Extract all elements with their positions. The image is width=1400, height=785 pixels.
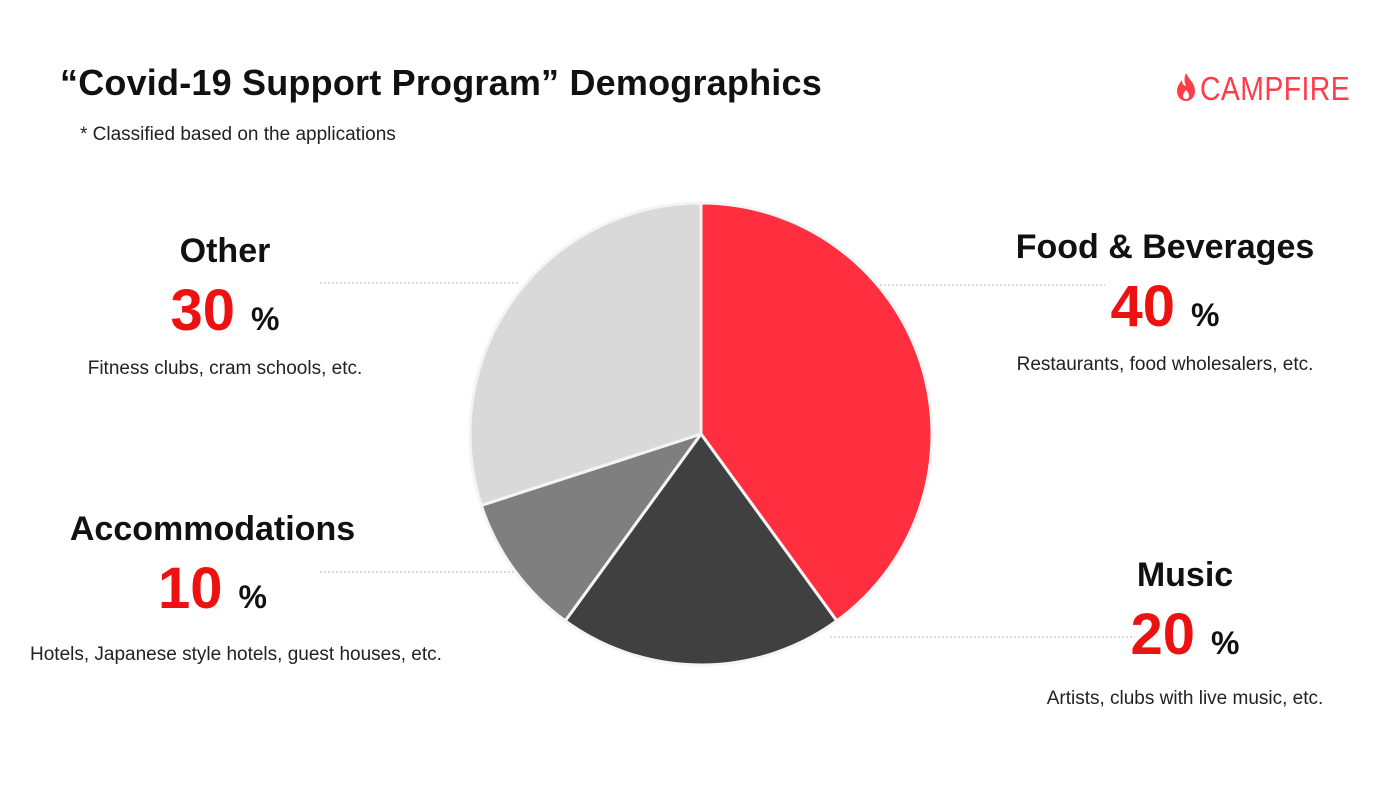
percent-value: 10%	[30, 555, 395, 622]
category-name: Accommodations	[69, 510, 356, 548]
percent-value: 20%	[1000, 601, 1370, 668]
category-description: Artists, clubs with live music, etc.	[1046, 688, 1324, 709]
percent-number: 40	[1110, 274, 1176, 339]
percent-value: 30%	[50, 277, 400, 344]
pie-slice-food-beverages	[699, 201, 934, 623]
pie-slice-accommodations	[479, 432, 703, 623]
label-music: Music 20% Artists, clubs with live music…	[1000, 556, 1370, 710]
page-title: “Covid-19 Support Program” Demographics	[60, 62, 822, 103]
pie-slices	[468, 201, 934, 667]
pie-slice-other	[468, 201, 703, 507]
label-other: Other 30% Fitness clubs, cram schools, e…	[50, 232, 400, 380]
percent-symbol: %	[251, 301, 280, 337]
category-description: Hotels, Japanese style hotels, guest hou…	[30, 644, 442, 665]
percent-number: 10	[158, 556, 223, 621]
percent-symbol: %	[1211, 625, 1240, 661]
label-accommodations: Accommodations 10% Hotels, Japanese styl…	[30, 510, 442, 666]
percent-number: 20	[1130, 602, 1196, 667]
label-food-beverages: Food & Beverages 40% Restaurants, food w…	[985, 228, 1345, 376]
logo-wordmark: CAMPFIRE	[1200, 70, 1351, 107]
pie-slice-music	[563, 432, 839, 667]
percent-number: 30	[170, 278, 236, 343]
campfire-logo: CAMPFIRE	[1176, 70, 1375, 108]
subtitle-note: * Classified based on the applications	[80, 124, 396, 145]
category-description: Restaurants, food wholesalers, etc.	[1016, 354, 1314, 375]
leader-lines	[320, 282, 1135, 638]
flame-icon	[1176, 72, 1196, 107]
category-name: Music	[1136, 556, 1234, 594]
category-name: Food & Beverages	[1015, 228, 1315, 266]
percent-symbol: %	[238, 579, 267, 615]
category-description: Fitness clubs, cram schools, etc.	[87, 358, 363, 379]
category-name: Other	[179, 232, 271, 270]
percent-value: 40%	[985, 273, 1345, 340]
percent-symbol: %	[1191, 297, 1220, 333]
